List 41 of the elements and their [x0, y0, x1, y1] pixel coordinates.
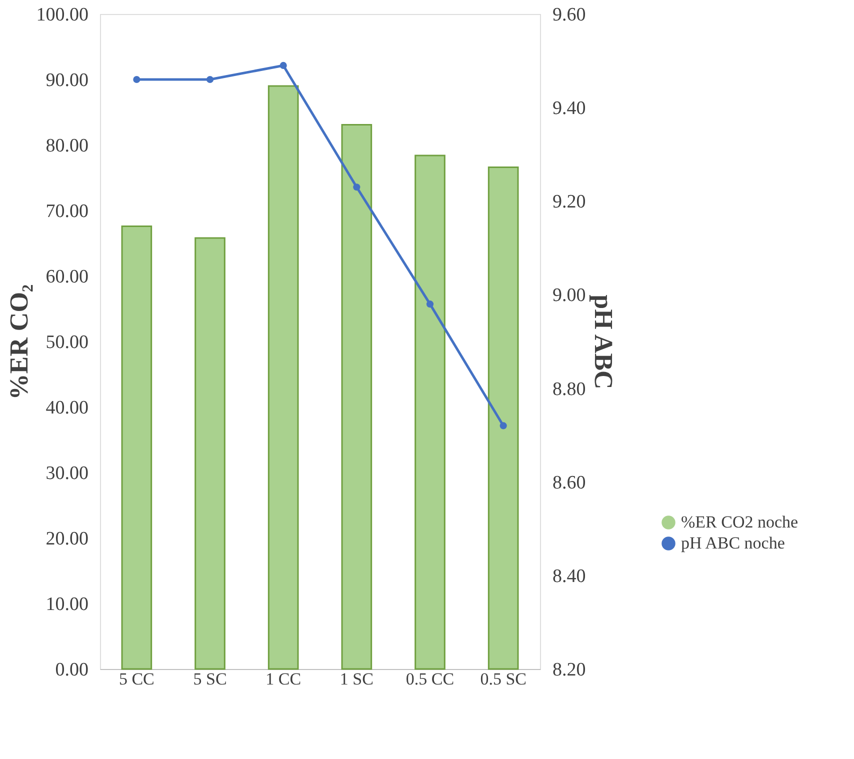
point: [280, 62, 287, 69]
legend-label: %ER CO2 noche: [681, 512, 798, 532]
y-tick-label: 40.00: [46, 398, 88, 418]
point: [353, 184, 360, 191]
bar: [268, 85, 299, 670]
bar: [488, 166, 519, 670]
bar: [121, 225, 152, 670]
y2-tick-label: 9.60: [552, 4, 586, 26]
y2-tick-label: 8.20: [552, 660, 586, 680]
x-tick-label: 5 SC: [193, 670, 227, 688]
y-tick-label: 20.00: [46, 528, 88, 550]
y2-tick-label: 9.20: [552, 192, 586, 213]
point: [426, 300, 434, 308]
y2-tick-label: 9.40: [552, 98, 586, 120]
y2-axis-title: pH ABC: [588, 294, 618, 390]
x-tick-label: 1 CC: [266, 670, 302, 688]
point: [500, 422, 507, 430]
y-tick-label: 30.00: [46, 463, 88, 484]
point: [206, 76, 214, 84]
y-tick-label: 0.00: [55, 660, 88, 680]
y-tick-label: 90.00: [46, 70, 88, 91]
y2-tick-label: 8.60: [552, 472, 586, 494]
y2-tick-label: 8.80: [552, 378, 586, 400]
x-tick-label: 0.5 SC: [480, 670, 526, 688]
y-tick-label: 80.00: [46, 136, 88, 156]
y2-tick-label: 8.40: [552, 566, 586, 587]
point: [133, 76, 140, 84]
x-tick-label: 5 CC: [118, 670, 154, 688]
y-tick-label: 50.00: [46, 332, 88, 353]
x-tick-label: 1 SC: [340, 670, 374, 688]
bar: [414, 154, 446, 670]
y-tick-label: 70.00: [46, 201, 88, 222]
bar: [341, 124, 372, 670]
y-tick-label: 60.00: [46, 266, 88, 288]
y2-tick-label: 9.00: [552, 285, 586, 306]
x-tick-label: 0.5 CC: [406, 670, 454, 688]
y-axis-title: %ER CO₂: [4, 284, 34, 400]
bar: [194, 237, 226, 670]
y-tick-label: 10.00: [46, 594, 88, 615]
y-tick-label: 100.00: [36, 4, 88, 26]
legend-label: pH ABC noche: [681, 534, 785, 552]
